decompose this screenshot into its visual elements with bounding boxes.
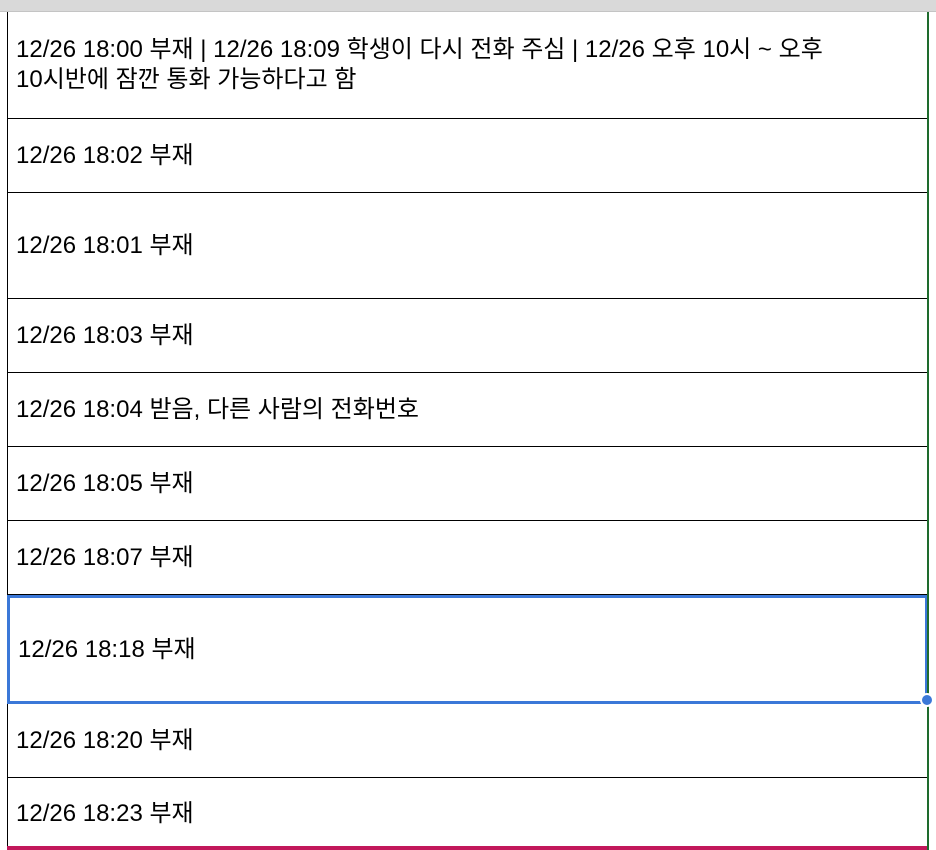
- sheet-cell-row-5[interactable]: 12/26 18:04 받음, 다른 사람의 전화번호: [8, 373, 927, 447]
- cell-text: 12/26 18:23 부재: [16, 800, 194, 827]
- column-edge-line: [927, 12, 929, 850]
- sheet-cell-row-3[interactable]: 12/26 18:01 부재: [8, 193, 927, 299]
- right-column-border: [927, 12, 936, 850]
- cell-text: 12/26 18:04 받음, 다른 사람의 전화번호: [16, 395, 420, 423]
- cell-text: 12/26 18:01 부재: [16, 231, 194, 259]
- sheet-cell-row-8-selected[interactable]: 12/26 18:18 부재: [7, 595, 928, 704]
- cell-text: 12/26 18:00 부재 | 12/26 18:09 학생이 다시 전화 주…: [16, 36, 823, 93]
- cell-text: 12/26 18:02 부재: [16, 141, 194, 169]
- cell-text: 12/26 18:07 부재: [16, 543, 194, 571]
- selection-fill-handle[interactable]: [920, 693, 934, 707]
- sheet-top-header-strip: [0, 0, 936, 12]
- sheet-cell-row-9[interactable]: 12/26 18:20 부재: [8, 704, 927, 778]
- cell-text: 12/26 18:20 부재: [16, 726, 194, 754]
- sheet-cell-row-6[interactable]: 12/26 18:05 부재: [8, 447, 927, 521]
- sheet-cell-row-2[interactable]: 12/26 18:02 부재: [8, 119, 927, 193]
- cell-text: 12/26 18:05 부재: [16, 469, 194, 497]
- cell-text: 12/26 18:18 부재: [18, 635, 196, 663]
- sheet-cell-row-10[interactable]: 12/26 18:23 부재: [8, 778, 927, 850]
- sheet-cell-row-1[interactable]: 12/26 18:00 부재 | 12/26 18:09 학생이 다시 전화 주…: [8, 12, 927, 119]
- cell-text: 12/26 18:03 부재: [16, 321, 194, 349]
- sheet-cell-row-4[interactable]: 12/26 18:03 부재: [8, 299, 927, 373]
- row-accent-border: [7, 846, 927, 850]
- sheet-grid: 12/26 18:00 부재 | 12/26 18:09 학생이 다시 전화 주…: [7, 12, 928, 850]
- sheet-cell-row-7[interactable]: 12/26 18:07 부재: [8, 521, 927, 595]
